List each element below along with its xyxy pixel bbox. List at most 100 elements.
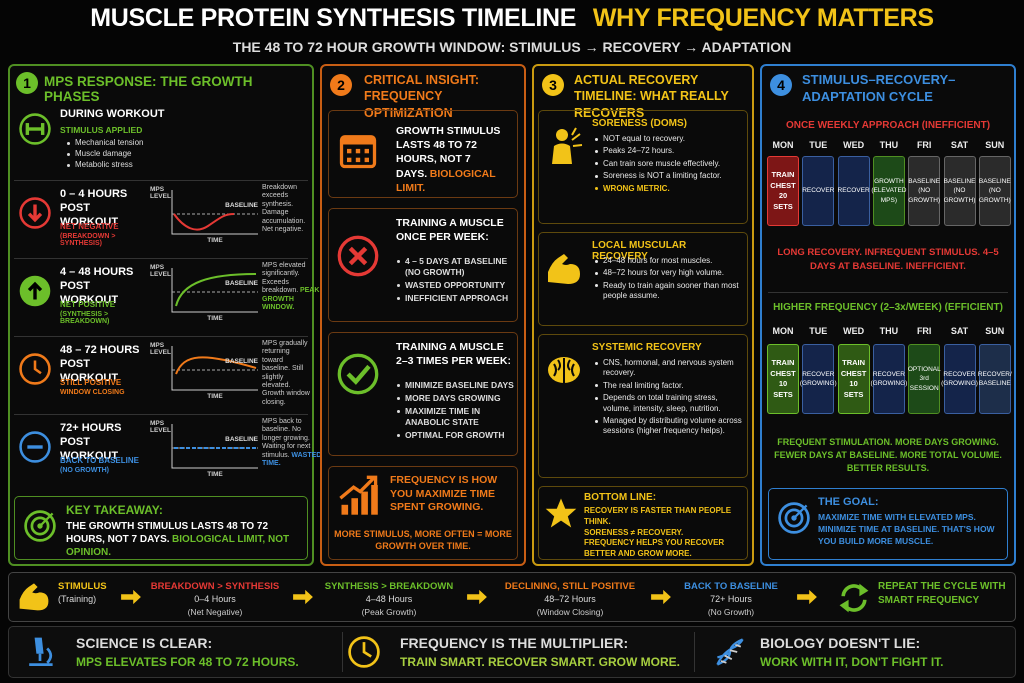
flow-arrow (293, 589, 313, 605)
bullet: Soreness is NOT a limiting factor. (594, 171, 744, 181)
flow-label: BREAKDOWN > SYNTHESIS (150, 581, 280, 592)
divider (768, 292, 1008, 293)
day-label: TUE (809, 326, 828, 336)
bullet-list: CNS, hormonal, and nervous system recove… (594, 358, 744, 439)
clock-icon (348, 636, 380, 668)
day-label: FRI (916, 326, 932, 336)
phase-icon (19, 275, 51, 307)
mini-chart (171, 346, 258, 391)
flow-note: (No Growth) (707, 607, 755, 617)
schedule-cell: RECOVER (GROWING) (870, 344, 907, 414)
note-text: Breakdown exceeds synthesis. Damage accu… (262, 184, 306, 233)
bullet: Peaks 24–72 hours. (594, 146, 744, 156)
card (328, 208, 518, 322)
header: MUSCLE PROTEIN SYNTHESIS TIMELINE WHY FR… (0, 4, 1024, 33)
star-icon (545, 498, 577, 528)
card-text: MORE STIMULUS, MORE OFTEN = MORE GROWTH … (334, 529, 512, 552)
bullet: Metabolic stress (66, 160, 226, 169)
flow-bar (8, 572, 1016, 622)
bullet: MORE DAYS GROWING (396, 393, 514, 404)
bullet: Ready to train again sooner than most pe… (594, 281, 744, 302)
bullet: CNS, hormonal, and nervous system recove… (594, 358, 744, 379)
phase-detail: (BREAKDOWN > SYNTHESIS) (60, 233, 116, 247)
bullet-list: NOT equal to recovery. Peaks 24–72 hours.… (594, 134, 744, 194)
note-text: MPS gradually returning toward baseline.… (262, 340, 310, 406)
title: MUSCLE PROTEIN SYNTHESIS TIMELINE (90, 4, 577, 32)
bullet: NOT equal to recovery. (594, 134, 744, 144)
takeaway-text: THE GROWTH STIMULUS LASTS 48 TO 72 HOURS… (66, 520, 302, 559)
recovery-icon (548, 254, 580, 284)
schedule-cell: TRAIN CHEST 10 SETS (837, 344, 870, 414)
phase-note: Breakdown exceeds synthesis. Damage accu… (262, 184, 312, 234)
panel-title: CRITICAL INSIGHT: FREQUENCY OPTIMIZATION (364, 73, 480, 120)
day-label: SUN (985, 326, 1005, 336)
bullet-list: 24–48 hours for most muscles. 48–72 hours… (594, 256, 744, 304)
day-label: WED (843, 326, 865, 336)
mini-chart (171, 190, 258, 235)
phase-note: MPS gradually returning toward baseline.… (262, 340, 312, 407)
recovery-card (538, 110, 748, 224)
bullet: Mechanical tension (66, 138, 226, 147)
footer-title: BIOLOGY DOESN'T LIE: (760, 635, 921, 651)
bullet-highlight: WRONG METRIC. (594, 184, 744, 194)
divider (14, 414, 308, 415)
note-text: MPS back to baseline. No longer growing.… (262, 418, 311, 459)
chart-y-label: MPS LEVEL (150, 420, 171, 434)
day-label: MON (772, 140, 794, 150)
growth-icon (339, 475, 378, 515)
day-label: MON (772, 326, 794, 336)
card-text: GROWTH STIMULUS LASTS 48 TO 72 HOURS, NO… (396, 124, 514, 195)
divider (14, 336, 308, 337)
card-heading: TRAINING A MUSCLE 2–3 TIMES PER WEEK: (396, 341, 511, 368)
mini-chart (171, 268, 258, 313)
bottom-line: SORENESS ≠ RECOVERY. (584, 527, 684, 537)
schedule-cell: OPTIONAL 3rd SESSION (908, 344, 941, 414)
bullet-list: 4 – 5 DAYS AT BASELINE (NO GROWTH) WASTED… (396, 256, 514, 306)
panel (760, 64, 1016, 566)
takeaway-title: KEY TAKEAWAY: (66, 503, 163, 517)
phase-note: MPS elevated significantly. Exceeds brea… (262, 262, 319, 312)
flow-arrow (797, 589, 817, 605)
schedule-summary: FREQUENT STIMULATION. MORE DAYS GROWING.… (774, 437, 1002, 474)
bullet: Managed by distributing volume across se… (594, 416, 744, 437)
footer-text: WORK WITH IT, DON'T FIGHT IT. (760, 655, 944, 669)
repeat-icon (839, 583, 869, 613)
phase-title: 4 – 48 HOURS POST WORKOUT (60, 266, 134, 306)
footer (8, 626, 1016, 678)
phase-status: NET POSITIVE (60, 300, 116, 309)
calendar-icon (339, 135, 377, 169)
bullet: 48–72 hours for very high volume. (594, 268, 744, 278)
phase-icon (19, 197, 51, 229)
goal-icon (778, 502, 810, 534)
day-label: WED (843, 140, 865, 150)
phase-detail: WINDOW CLOSING (60, 389, 125, 396)
card-heading: TRAINING A MUSCLE ONCE PER WEEK: (396, 217, 504, 244)
workout-icon (19, 113, 51, 145)
subtitle: THE 48 TO 72 HOUR GROWTH WINDOW: STIMULU… (232, 39, 792, 55)
chart-y-label: MPS LEVEL (150, 342, 171, 356)
chart-x-label: TIME (207, 393, 223, 400)
day-label: THU (879, 326, 899, 336)
footer-title: SCIENCE IS CLEAR: (76, 635, 213, 651)
goal-box (768, 488, 1008, 560)
stimulus-icon (19, 583, 49, 611)
flow-label: REPEAT THE CYCLE WITH SMART FREQUENCY (878, 581, 1006, 606)
note-highlight: WASTED TIME. (262, 451, 322, 467)
flow-note: (Peak Growth) (361, 607, 417, 617)
divider (14, 180, 308, 181)
section-number: 4 (770, 74, 792, 96)
chart-x-label: TIME (207, 471, 223, 478)
note-highlight: PEAK GROWTH WINDOW. (262, 287, 320, 311)
flow-note: (Net Negative) (187, 607, 243, 617)
section-number: 3 (542, 74, 564, 96)
flow-label: STIMULUS (58, 581, 107, 592)
phase-detail: (NO GROWTH) (60, 467, 109, 474)
footer-text: MPS ELEVATES FOR 48 TO 72 HOURS. (76, 655, 299, 669)
takeaway-main: THE GROWTH STIMULUS LASTS 48 TO 72 HOURS… (66, 521, 269, 545)
schedule-cell: RECOVER (GROWING) (941, 344, 978, 414)
microscope-icon (29, 637, 53, 666)
flow-sub: 72+ Hours (710, 594, 752, 604)
bullet: 4 – 5 DAYS AT BASELINE (NO GROWTH) (396, 256, 514, 278)
dna-icon (716, 638, 744, 666)
panel-title: ACTUAL RECOVERY TIMELINE: WHAT REALLY RE… (574, 73, 729, 120)
